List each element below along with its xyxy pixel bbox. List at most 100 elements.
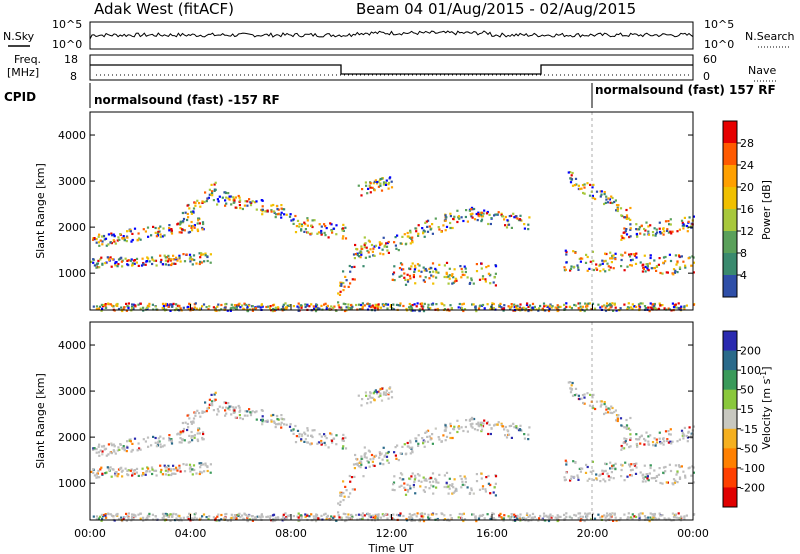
velocity-cell [232, 406, 235, 409]
velocity-cell [251, 518, 254, 521]
velocity-cell [572, 460, 575, 463]
power-cell [112, 233, 115, 236]
power-cell [131, 264, 134, 267]
power-cell [99, 305, 102, 308]
velocity-cell [175, 468, 178, 471]
power-cell [341, 237, 344, 240]
power-cell [193, 224, 196, 227]
power-cell [461, 270, 464, 273]
velocity-cell [206, 469, 209, 473]
velocity-colorbar-tick-label: 100 [740, 364, 761, 377]
power-cell [453, 268, 456, 271]
velocity-cell [261, 415, 264, 418]
power-cell [274, 306, 277, 309]
power-cell [591, 302, 595, 305]
velocity-cell [435, 486, 438, 489]
velocity-cell [270, 420, 273, 423]
power-cell [248, 198, 251, 201]
power-cell [374, 179, 377, 182]
power-cell [472, 303, 475, 306]
velocity-cell [225, 412, 228, 415]
power-cell [424, 267, 427, 271]
power-cell [455, 279, 458, 282]
velocity-cell [182, 427, 186, 431]
velocity-colorbar-segment [723, 409, 737, 430]
velocity-cell [588, 512, 591, 515]
power-cell [243, 204, 246, 207]
power-cell [303, 230, 306, 233]
power-cell [273, 309, 276, 312]
power-cell [246, 306, 249, 309]
velocity-cell [438, 438, 441, 441]
power-cell [353, 278, 356, 281]
power-cell [209, 253, 212, 256]
power-cell [620, 234, 623, 238]
velocity-cell [591, 460, 594, 463]
velocity-cell [592, 469, 595, 472]
velocity-cell [100, 513, 103, 516]
power-cell [360, 253, 363, 256]
velocity-cell [188, 440, 192, 444]
power-cell [180, 231, 183, 234]
velocity-cell [424, 431, 427, 434]
power-cell [168, 224, 171, 227]
velocity-cell [146, 518, 149, 521]
power-cell [309, 232, 312, 236]
power-cell [680, 255, 683, 258]
velocity-cell [376, 391, 379, 394]
velocity-cell [126, 473, 129, 476]
power-cell [98, 244, 101, 247]
power-cell [226, 309, 229, 312]
power-cell [612, 267, 615, 270]
power-cell [401, 263, 404, 266]
power-cell [384, 183, 388, 186]
power-cell [682, 260, 685, 263]
velocity-cell [644, 480, 647, 483]
power-cell [161, 307, 164, 310]
power-cell [201, 201, 204, 204]
power-cell [387, 181, 391, 185]
velocity-cell [119, 443, 122, 446]
power-cell [513, 216, 516, 219]
power-cell [157, 227, 160, 230]
power-colorbar-tick-label: 4 [740, 269, 747, 282]
power-cell [344, 237, 348, 240]
power-cell [151, 258, 154, 261]
power-cell [518, 218, 522, 221]
power-cell [239, 207, 242, 210]
power-cell [387, 240, 390, 244]
power-cell [655, 269, 658, 272]
power-colorbar-segment [723, 231, 737, 254]
velocity-cell [133, 469, 137, 472]
power-cell [187, 231, 190, 234]
velocity-cell [245, 513, 248, 517]
power-cell [192, 225, 195, 228]
power-cell [159, 233, 162, 236]
velocity-cell [576, 474, 579, 477]
velocity-cell [483, 517, 486, 520]
power-cell [658, 302, 661, 305]
power-cell [471, 303, 474, 306]
power-cell [422, 266, 425, 269]
velocity-cell [114, 472, 117, 475]
velocity-colorbar-tick-label: -15 [740, 423, 758, 436]
power-cell [442, 224, 445, 227]
power-cell [486, 210, 489, 214]
velocity-cell [583, 402, 586, 405]
velocity-cell [577, 517, 580, 520]
velocity-cell [609, 514, 613, 517]
velocity-cell [107, 512, 110, 515]
power-cell [660, 231, 663, 234]
velocity-cell [368, 513, 371, 516]
velocity-cell [175, 466, 178, 469]
power-cell [208, 188, 211, 191]
velocity-cell [583, 393, 586, 396]
velocity-cell [497, 421, 500, 424]
power-cell [377, 305, 380, 308]
power-cell [610, 261, 613, 264]
power-cell [385, 242, 388, 245]
velocity-cell [680, 429, 684, 432]
velocity-cell [232, 516, 235, 519]
power-cell [418, 308, 421, 311]
velocity-cell [432, 480, 435, 483]
